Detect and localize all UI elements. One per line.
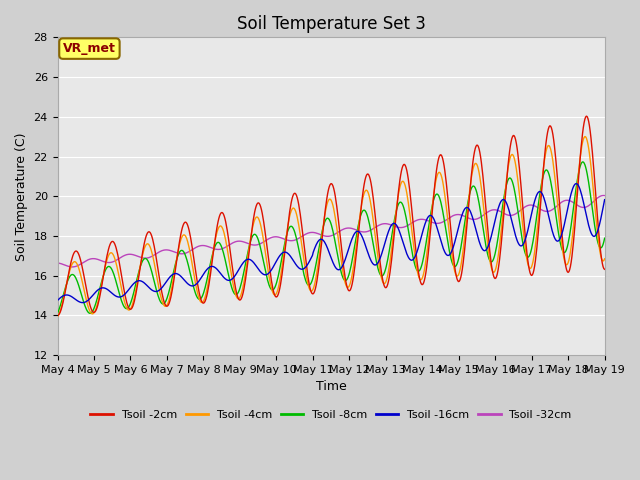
- X-axis label: Time: Time: [316, 381, 346, 394]
- Legend: Tsoil -2cm, Tsoil -4cm, Tsoil -8cm, Tsoil -16cm, Tsoil -32cm: Tsoil -2cm, Tsoil -4cm, Tsoil -8cm, Tsoi…: [86, 405, 576, 424]
- Y-axis label: Soil Temperature (C): Soil Temperature (C): [15, 132, 28, 261]
- Text: VR_met: VR_met: [63, 42, 116, 55]
- Title: Soil Temperature Set 3: Soil Temperature Set 3: [237, 15, 426, 33]
